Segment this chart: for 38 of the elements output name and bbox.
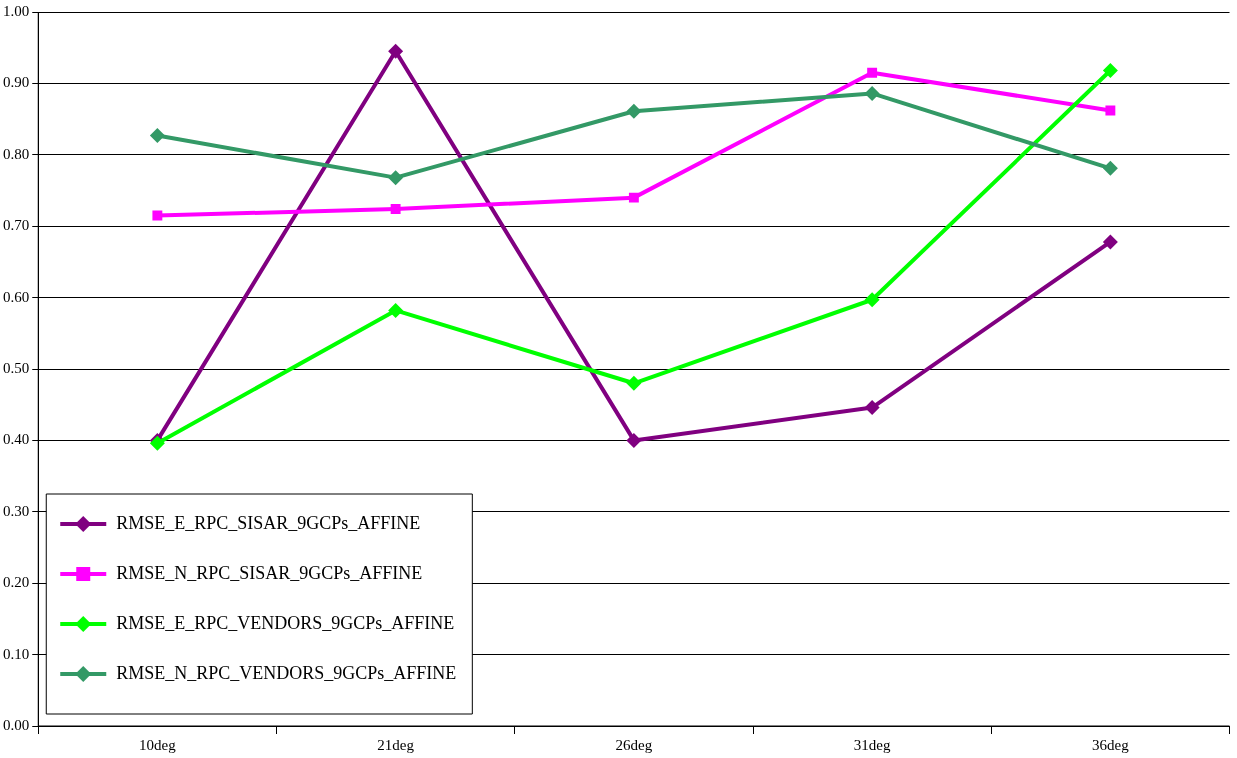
y-tick-label: 0.40 <box>3 431 30 448</box>
legend-label: RMSE_E_RPC_SISAR_9GCPs_AFFINE <box>116 512 421 533</box>
point <box>864 85 880 101</box>
point <box>390 204 401 215</box>
y-tick-label: 1.00 <box>3 2 30 19</box>
y-tick-label: 0.30 <box>3 502 30 519</box>
point <box>867 67 878 78</box>
y-tick-label: 0.00 <box>3 716 30 733</box>
point <box>864 400 880 416</box>
point <box>1102 160 1118 176</box>
point <box>388 170 404 186</box>
point <box>388 302 404 318</box>
y-tick-label: 0.10 <box>3 645 30 662</box>
point <box>626 375 642 391</box>
point <box>388 43 404 59</box>
point <box>628 192 639 203</box>
y-tick-label: 0.70 <box>3 217 30 234</box>
x-tick-label: 31deg <box>853 736 891 753</box>
point <box>626 103 642 119</box>
x-tick-label: 26deg <box>615 736 653 753</box>
point <box>149 128 165 144</box>
x-tick-label: 21deg <box>377 736 415 753</box>
y-tick-label: 0.90 <box>3 74 30 91</box>
legend-label: RMSE_E_RPC_VENDORS_9GCPs_AFFINE <box>116 612 455 633</box>
legend-label: RMSE_N_RPC_SISAR_9GCPs_AFFINE <box>116 562 423 583</box>
x-tick-label: 10deg <box>139 736 177 753</box>
y-tick-label: 0.80 <box>3 145 30 162</box>
point <box>1102 234 1118 250</box>
y-tick-label: 0.60 <box>3 288 30 305</box>
point <box>626 432 642 448</box>
y-tick-label: 0.20 <box>3 574 30 591</box>
y-tick-label: 0.50 <box>3 359 30 376</box>
point <box>1102 63 1118 79</box>
point <box>152 210 163 221</box>
point <box>1105 105 1116 116</box>
legend-label: RMSE_N_RPC_VENDORS_9GCPs_AFFINE <box>116 662 457 683</box>
point <box>864 292 880 308</box>
x-tick-label: 36deg <box>1092 736 1130 753</box>
